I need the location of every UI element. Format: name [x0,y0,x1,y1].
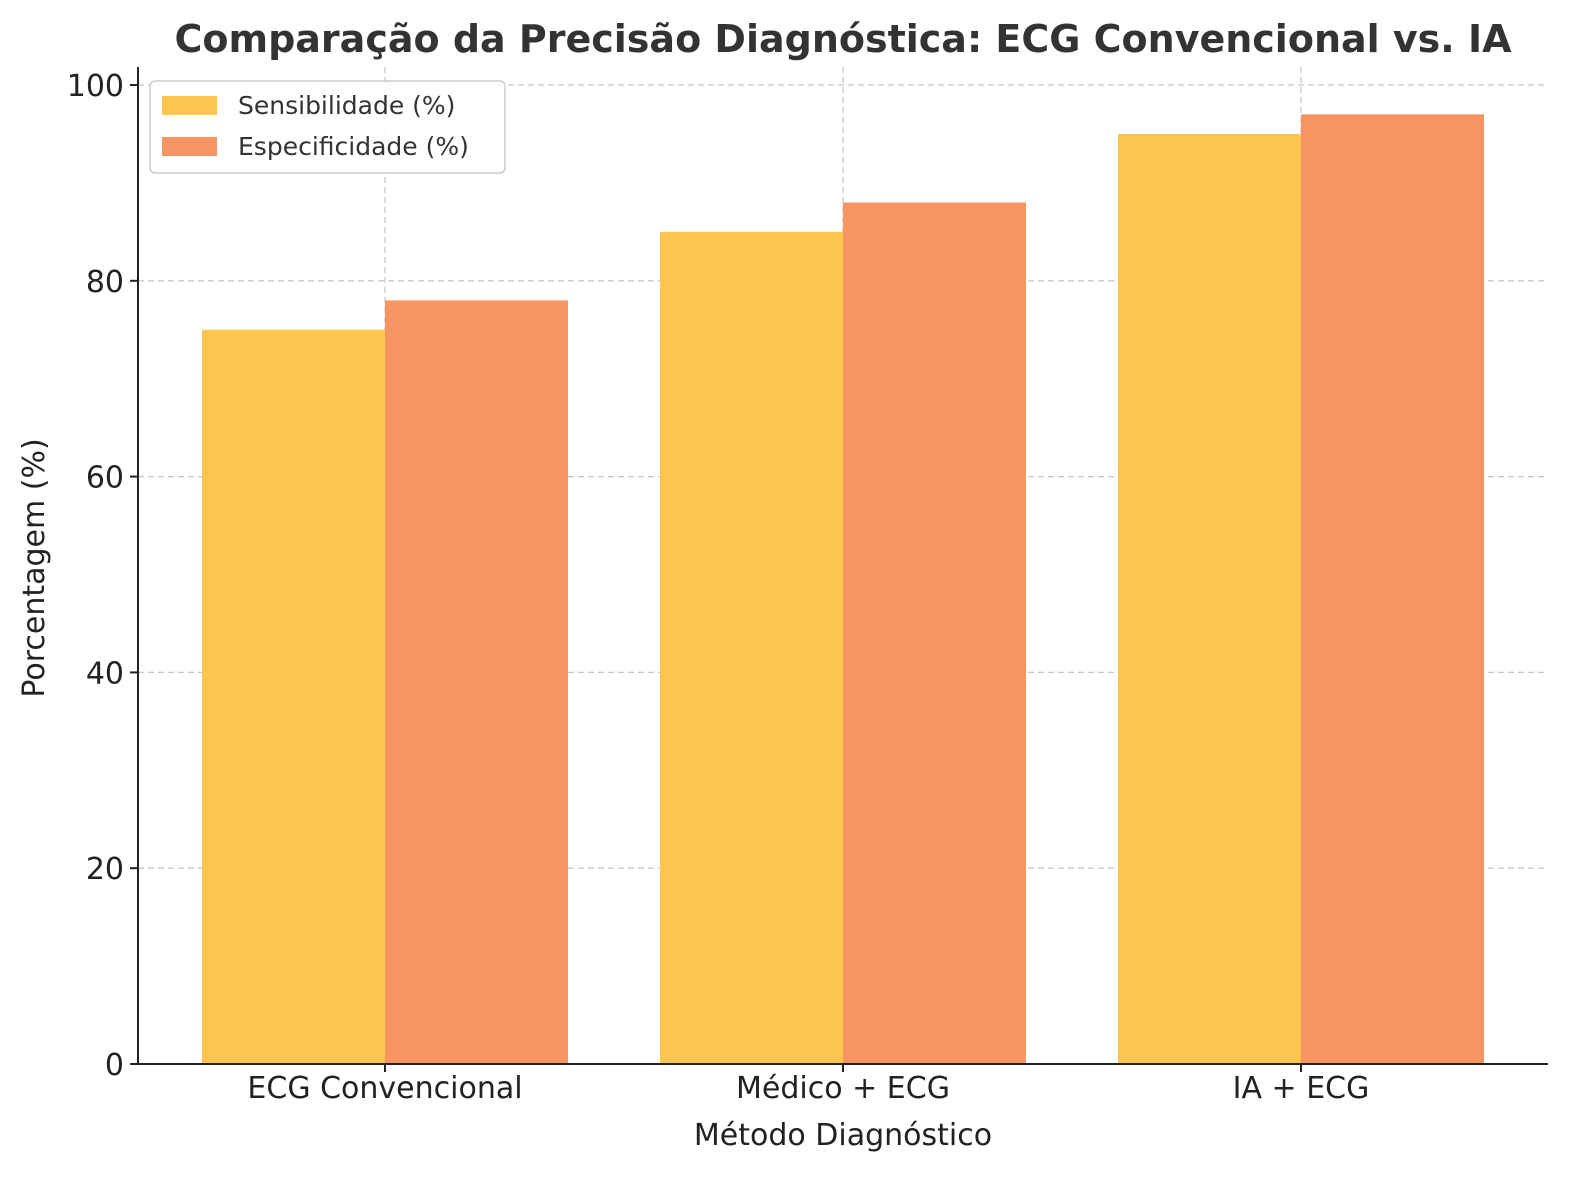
x-tick-label: Médico + ECG [736,1071,950,1106]
legend: Sensibilidade (%) Especificidade (%) [149,80,506,174]
y-tick-label: 0 [105,1048,124,1083]
y-tick-label: 40 [86,656,124,691]
y-tick-label: 20 [86,852,124,887]
y-axis-label: Porcentagem (%) [17,438,52,697]
tick-labels: 0 20 40 60 80 100 ECG Convencional Médico + ECG… [67,69,1370,1106]
axes [130,67,1548,1072]
legend-box [149,80,506,174]
bar-sensibilidade-1 [660,231,843,1065]
bar-especificidade-1 [843,202,1026,1065]
bar-especificidade-0 [385,300,568,1064]
y-tick-label: 60 [86,461,124,496]
x-tick-label: ECG Convencional [247,1071,522,1106]
chart-title: Comparação da Precisão Diagnóstica: ECG … [175,17,1513,61]
y-tick-label: 80 [86,265,124,300]
x-axis-label: Método Diagnóstico [694,1118,992,1153]
bar-especificidade-2 [1301,114,1484,1065]
legend-label: Especificidade (%) [238,132,469,161]
y-tick-label: 100 [67,69,124,104]
bar-sensibilidade-2 [1118,133,1301,1064]
bar-sensibilidade-0 [202,329,385,1064]
legend-swatch [162,137,217,156]
x-tick-label: IA + ECG [1233,1071,1370,1106]
legend-label: Sensibilidade (%) [238,91,455,120]
bars [202,114,1484,1065]
legend-swatch [162,96,217,115]
